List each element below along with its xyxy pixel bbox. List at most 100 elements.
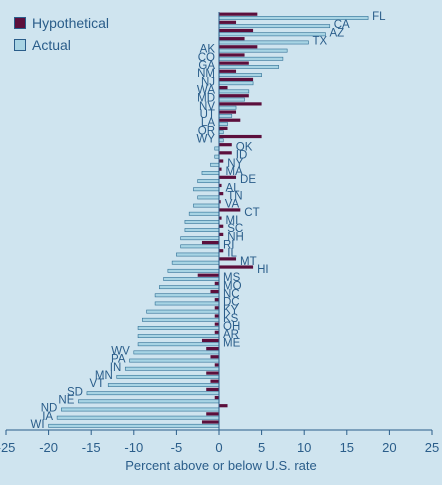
bar-hypothetical-CT	[219, 208, 241, 212]
bar-actual-TX	[218, 40, 309, 45]
bar-hypothetical-SD	[206, 387, 219, 391]
bar-hypothetical-OR	[219, 126, 228, 130]
x-axis-label: Percent above or below U.S. rate	[125, 458, 317, 473]
bar-actual-CT	[188, 211, 220, 216]
category-label-VT: VT	[90, 378, 105, 390]
bar-actual-SD	[86, 391, 220, 396]
category-label-NV: NV	[199, 101, 215, 113]
bar-actual-AZ	[218, 32, 326, 37]
category-label-CO: CO	[198, 52, 215, 64]
bar-actual-ME	[137, 342, 220, 347]
bar-hypothetical-NE	[214, 395, 219, 400]
category-label-MO: MO	[223, 280, 242, 292]
bar-actual-LA	[218, 122, 228, 126]
bar-hypothetical-IL	[219, 249, 224, 253]
bar-hypothetical-SC	[219, 224, 224, 228]
bar-actual-VT	[107, 383, 220, 387]
category-label-WA: WA	[197, 84, 215, 96]
bar-actual-IA	[56, 415, 220, 420]
category-label-VA: VA	[225, 199, 240, 211]
bar-actual-MN	[116, 374, 220, 379]
bar-actual-HI	[167, 268, 220, 273]
category-label-FL: FL	[372, 11, 386, 23]
legend-label-actual: Actual	[32, 37, 71, 53]
category-label-SD: SD	[67, 386, 83, 398]
bar-actual-NV	[218, 105, 237, 110]
legend: Hypothetical Actual	[14, 12, 109, 56]
bar-hypothetical-KY	[214, 306, 219, 310]
bar-hypothetical-MT	[219, 257, 237, 261]
bar-actual-TN	[197, 195, 220, 200]
category-label-NE: NE	[58, 394, 74, 406]
x-tick-label: -10	[124, 440, 143, 455]
category-label-NJ: NJ	[201, 76, 215, 88]
category-label-KY: KY	[223, 305, 239, 317]
bar-hypothetical-ID	[219, 151, 232, 155]
bar-hypothetical-OK	[219, 143, 232, 147]
bar-hypothetical-KS	[214, 314, 219, 318]
bar-hypothetical-AK	[219, 45, 258, 49]
category-label-NY: NY	[227, 158, 243, 170]
bar-hypothetical-VA	[219, 200, 221, 204]
bar-hypothetical-DE	[219, 175, 237, 179]
category-label-OH: OH	[223, 321, 240, 333]
bar-hypothetical-MN	[206, 371, 219, 375]
category-label-AZ: AZ	[330, 27, 345, 39]
category-label-NM: NM	[197, 68, 215, 80]
bar-actual-KY	[146, 309, 220, 314]
category-label-IL: IL	[227, 248, 237, 260]
bar-hypothetical-GA	[219, 61, 249, 65]
bar-actual-NM	[218, 73, 262, 77]
x-tick-label: -20	[39, 440, 58, 455]
bar-actual-PA	[129, 358, 220, 363]
category-label-KS: KS	[223, 313, 239, 325]
category-label-WY: WY	[196, 133, 215, 145]
bar-actual-CO	[218, 56, 284, 61]
bar-actual-WI	[48, 423, 220, 428]
category-label-TX: TX	[312, 36, 327, 48]
bar-actual-ID	[214, 154, 220, 159]
x-tick-label: 0	[215, 440, 222, 455]
bar-actual-IL	[176, 252, 220, 257]
category-label-NC: NC	[223, 288, 240, 300]
bar-actual-WY	[218, 138, 224, 143]
bar-hypothetical-VT	[210, 379, 219, 383]
bar-hypothetical-LA	[219, 118, 241, 122]
category-label-TN: TN	[227, 191, 242, 203]
bar-actual-VA	[193, 203, 220, 208]
bar-actual-OK	[214, 146, 220, 151]
bar-hypothetical-FL	[219, 12, 258, 16]
bar-actual-NY	[210, 162, 220, 167]
x-tick-label: 10	[297, 440, 311, 455]
bar-actual-CA	[218, 24, 331, 29]
bar-hypothetical-UT	[219, 110, 237, 114]
bar-hypothetical-MD	[219, 94, 249, 98]
category-label-MS: MS	[223, 272, 241, 284]
bar-hypothetical-NV	[219, 102, 262, 106]
bar-hypothetical-IN	[214, 363, 219, 367]
category-label-MT: MT	[240, 256, 257, 268]
bar-hypothetical-CO	[219, 53, 245, 57]
bar-hypothetical-WV	[206, 347, 219, 351]
bar-hypothetical-IA	[206, 412, 219, 416]
bar-hypothetical-NJ	[219, 77, 254, 82]
category-label-DE: DE	[240, 174, 256, 186]
bar-actual-NC	[154, 293, 220, 298]
bar-hypothetical-MA	[219, 167, 222, 171]
x-tick-label: -15	[82, 440, 101, 455]
bar-actual-MD	[218, 97, 245, 102]
category-label-MD: MD	[197, 93, 215, 105]
bar-hypothetical-OH	[214, 322, 219, 326]
category-label-CA: CA	[334, 19, 350, 31]
x-tick-label: -5	[171, 440, 183, 455]
bar-hypothetical-NY	[219, 159, 224, 163]
category-label-ID: ID	[236, 150, 248, 162]
bar-actual-NE	[78, 399, 220, 404]
x-tick-label: -25	[0, 440, 15, 455]
bar-hypothetical-CA	[219, 20, 237, 24]
legend-label-hypothetical: Hypothetical	[32, 15, 110, 31]
category-label-WV: WV	[111, 346, 130, 358]
bar-hypothetical-HI	[219, 265, 254, 269]
category-label-IN: IN	[110, 362, 122, 374]
bar-hypothetical-MI	[219, 216, 222, 220]
